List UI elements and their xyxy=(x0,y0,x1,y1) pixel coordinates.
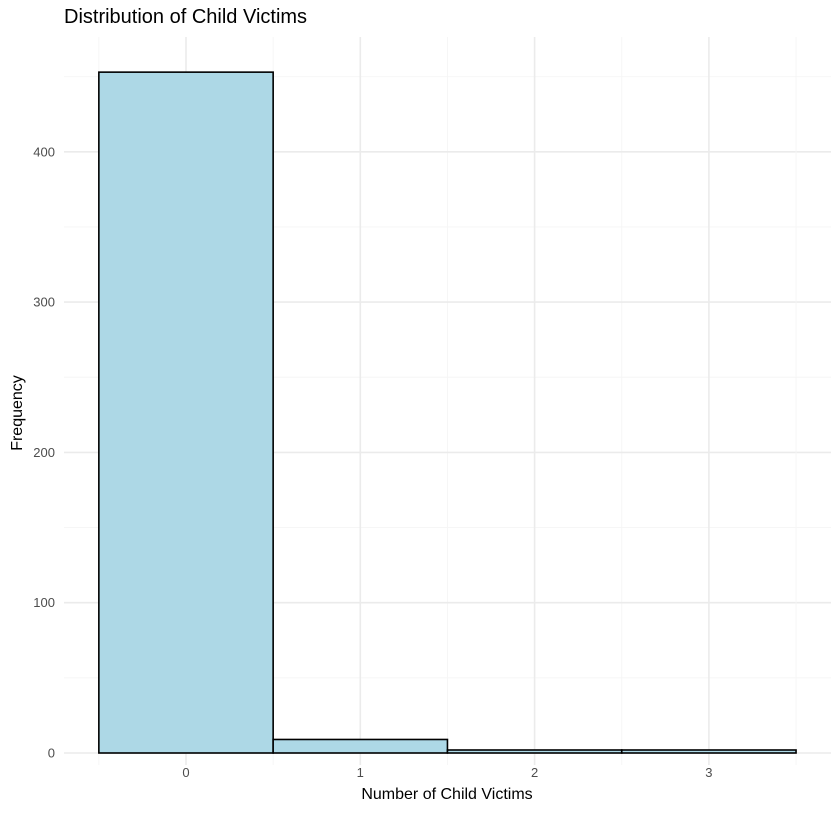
bars xyxy=(98,71,797,754)
y-tick-label: 0 xyxy=(48,746,55,761)
y-tick-label: 400 xyxy=(33,144,55,159)
bar-3 xyxy=(620,749,797,754)
x-tick-label: 0 xyxy=(182,765,189,780)
y-tick-label: 200 xyxy=(33,445,55,460)
x-tick-label: 3 xyxy=(705,765,712,780)
y-tick-label: 300 xyxy=(33,295,55,310)
x-tick-label: 1 xyxy=(357,765,364,780)
x-axis-ticks: 0 1 2 3 xyxy=(182,765,712,780)
y-axis-ticks: 0 100 200 300 400 xyxy=(33,144,55,760)
chart-title: Distribution of Child Victims xyxy=(64,6,307,28)
x-axis-title: Number of Child Victims xyxy=(361,786,532,803)
bar-2 xyxy=(446,749,623,754)
y-axis-title: Frequency xyxy=(9,375,26,451)
y-tick-label: 100 xyxy=(33,595,55,610)
bar-1 xyxy=(272,738,449,754)
bar-0 xyxy=(98,71,274,754)
x-tick-label: 2 xyxy=(531,765,538,780)
